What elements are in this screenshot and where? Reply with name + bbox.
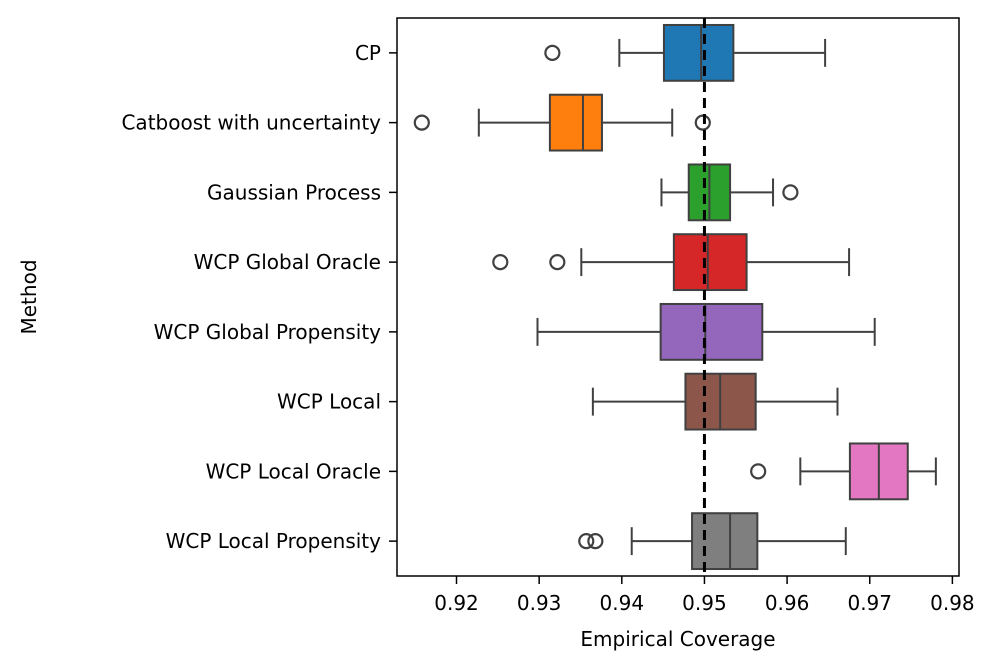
y-tick-label: WCP Local Propensity	[166, 529, 382, 553]
axes: 0.92 0.93 0.94 0.95 0.96 0.97 0.98 CP Catboost w…	[121, 17, 975, 615]
x-axis-title: Empirical Coverage	[580, 627, 775, 651]
y-tick-label: WCP Global Propensity	[154, 320, 382, 344]
box-group	[750, 442, 937, 501]
box-group	[591, 372, 839, 431]
box-group	[544, 23, 827, 82]
outlier-point	[492, 254, 509, 271]
outlier-point	[750, 463, 767, 480]
outlier-point	[694, 114, 711, 131]
x-tick-label: 0.97	[847, 591, 892, 615]
outlier-point	[578, 533, 595, 550]
box-iqr	[662, 23, 735, 82]
outlier-point	[549, 254, 566, 271]
y-tick-label: WCP Local Oracle	[206, 459, 381, 483]
outlier-point	[782, 184, 799, 201]
x-tick-label: 0.98	[930, 591, 975, 615]
plot-frame	[396, 17, 960, 577]
x-tick-label: 0.93	[517, 591, 562, 615]
box-group	[492, 233, 851, 292]
box-iqr	[691, 512, 759, 571]
y-axis-title: Method	[17, 259, 41, 334]
plot-area	[413, 18, 937, 576]
y-tick-label: WCP Global Oracle	[194, 250, 381, 274]
box-group	[660, 163, 799, 222]
box-group	[413, 93, 711, 152]
outlier-point	[544, 44, 561, 61]
box-group	[578, 512, 847, 571]
y-tick-label: Catboost with uncertainty	[121, 111, 381, 135]
box-iqr	[672, 233, 748, 292]
x-tick-label: 0.96	[765, 591, 810, 615]
box-iqr	[659, 302, 764, 361]
x-tick-label: 0.95	[682, 591, 727, 615]
box-iqr	[548, 93, 603, 152]
x-tick-label: 0.92	[434, 591, 479, 615]
box-group	[536, 302, 876, 361]
outlier-point	[413, 114, 430, 131]
y-tick-label: WCP Local	[277, 390, 381, 414]
y-tick-label: CP	[355, 41, 381, 65]
x-tick-label: 0.94	[600, 591, 645, 615]
outlier-point	[587, 533, 604, 550]
y-tick-label: Gaussian Process	[207, 180, 381, 204]
